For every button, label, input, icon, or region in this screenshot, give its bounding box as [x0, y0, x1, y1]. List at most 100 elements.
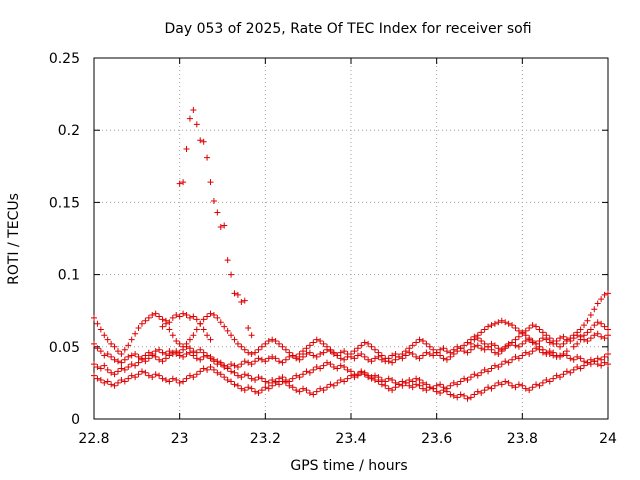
- data-point: [114, 348, 121, 355]
- data-point: [138, 368, 145, 375]
- data-point: [474, 388, 481, 395]
- data-point: [234, 291, 241, 298]
- data-point: [269, 336, 276, 343]
- data-point: [204, 352, 211, 359]
- data-point: [241, 346, 248, 353]
- data-point: [121, 366, 128, 373]
- data-point: [173, 338, 180, 345]
- data-point: [238, 374, 245, 381]
- data-point: [214, 358, 221, 365]
- data-point: [293, 353, 300, 360]
- data-points: [91, 106, 611, 402]
- data-point: [464, 395, 471, 402]
- data-point: [560, 351, 567, 358]
- data-point: [262, 378, 269, 385]
- data-point: [491, 362, 498, 369]
- data-point: [337, 349, 344, 356]
- data-point: [255, 346, 262, 353]
- data-point: [557, 374, 564, 381]
- data-point: [303, 387, 310, 394]
- data-point: [320, 349, 327, 356]
- data-point: [536, 382, 543, 389]
- data-point: [474, 342, 481, 349]
- data-point: [440, 355, 447, 362]
- data-point: [186, 115, 193, 122]
- data-point: [539, 379, 546, 386]
- data-point: [121, 356, 128, 363]
- data-point: [543, 332, 550, 339]
- data-point: [526, 351, 533, 358]
- data-point: [577, 326, 584, 333]
- data-point: [416, 377, 423, 384]
- data-point: [488, 340, 495, 347]
- data-point: [485, 384, 492, 391]
- data-point: [443, 348, 450, 355]
- data-point: [574, 353, 581, 360]
- data-point: [210, 356, 217, 363]
- data-point: [594, 355, 601, 362]
- data-point: [313, 336, 320, 343]
- data-point: [238, 343, 245, 350]
- data-point: [440, 387, 447, 394]
- data-point: [354, 352, 361, 359]
- data-point: [567, 355, 574, 362]
- data-point: [409, 378, 416, 385]
- data-point: [395, 353, 402, 360]
- data-point: [485, 343, 492, 350]
- data-point: [495, 351, 502, 358]
- data-point: [265, 385, 272, 392]
- data-point: [265, 355, 272, 362]
- data-point: [217, 223, 224, 230]
- data-point: [317, 351, 324, 358]
- data-point: [207, 336, 214, 343]
- data-point: [313, 353, 320, 360]
- data-point: [234, 340, 241, 347]
- data-point: [149, 352, 156, 359]
- data-point: [162, 317, 169, 324]
- data-point: [361, 339, 368, 346]
- data-point: [605, 290, 611, 297]
- data-point: [522, 338, 529, 345]
- data-point: [344, 366, 351, 373]
- data-point: [224, 377, 231, 384]
- data-point: [207, 353, 214, 360]
- data-point: [591, 332, 598, 339]
- data-point: [389, 377, 396, 384]
- data-point: [214, 209, 221, 216]
- data-point: [303, 345, 310, 352]
- data-point: [546, 378, 553, 385]
- data-point: [300, 353, 307, 360]
- data-point: [248, 375, 255, 382]
- data-point: [358, 368, 365, 375]
- data-point: [207, 364, 214, 371]
- data-point: [234, 372, 241, 379]
- data-point: [461, 348, 468, 355]
- data-point: [111, 382, 118, 389]
- x-tick-label: 23.8: [507, 431, 538, 447]
- data-point: [272, 379, 279, 386]
- data-point: [330, 382, 337, 389]
- data-point: [354, 371, 361, 378]
- data-point: [162, 355, 169, 362]
- data-point: [173, 377, 180, 384]
- data-point: [94, 345, 101, 352]
- data-point: [491, 349, 498, 356]
- data-point: [419, 338, 426, 345]
- data-point: [505, 379, 512, 386]
- data-point: [149, 374, 156, 381]
- x-tick-label: 23.6: [421, 431, 452, 447]
- data-point: [330, 364, 337, 371]
- data-point: [378, 352, 385, 359]
- data-point: [437, 381, 444, 388]
- data-point: [324, 343, 331, 350]
- data-point: [241, 387, 248, 394]
- data-point: [423, 387, 430, 394]
- data-point: [368, 358, 375, 365]
- data-point: [577, 336, 584, 343]
- data-point: [303, 351, 310, 358]
- data-point: [180, 353, 187, 360]
- data-point: [159, 375, 166, 382]
- data-point: [231, 336, 238, 343]
- chart-title: Day 053 of 2025, Rate Of TEC Index for r…: [164, 21, 531, 37]
- data-point: [286, 349, 293, 356]
